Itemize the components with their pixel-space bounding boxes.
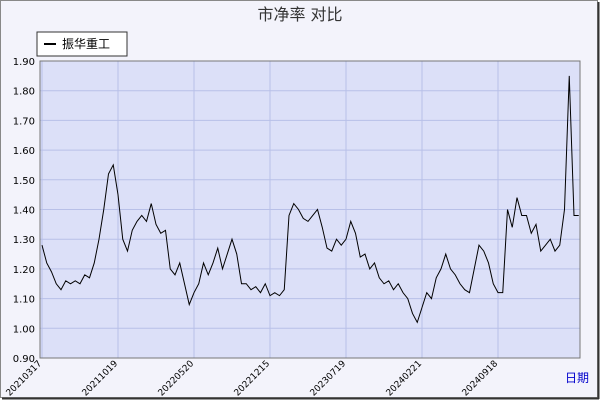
chart-title: 市净率 对比 <box>257 5 342 24</box>
y-tick-label: 1.20 <box>13 265 35 276</box>
y-tick-label: 1.70 <box>13 116 35 127</box>
y-tick-label: 0.90 <box>13 354 35 365</box>
y-tick-label: 1.90 <box>13 57 35 68</box>
y-tick-label: 1.30 <box>13 235 35 246</box>
legend: 振华重工 <box>36 31 128 57</box>
y-tick-label: 1.00 <box>13 324 35 335</box>
y-tick-label: 1.40 <box>13 206 35 217</box>
plot-border <box>39 60 581 359</box>
y-tick-label: 1.80 <box>13 87 35 98</box>
y-tick-label: 1.10 <box>13 295 35 306</box>
legend-label: 振华重工 <box>62 37 110 51</box>
series-line <box>41 75 579 324</box>
y-tick-label: 1.60 <box>13 146 35 157</box>
x-axis-label: 日期 <box>565 371 589 385</box>
y-tick-label: 1.50 <box>13 176 35 187</box>
